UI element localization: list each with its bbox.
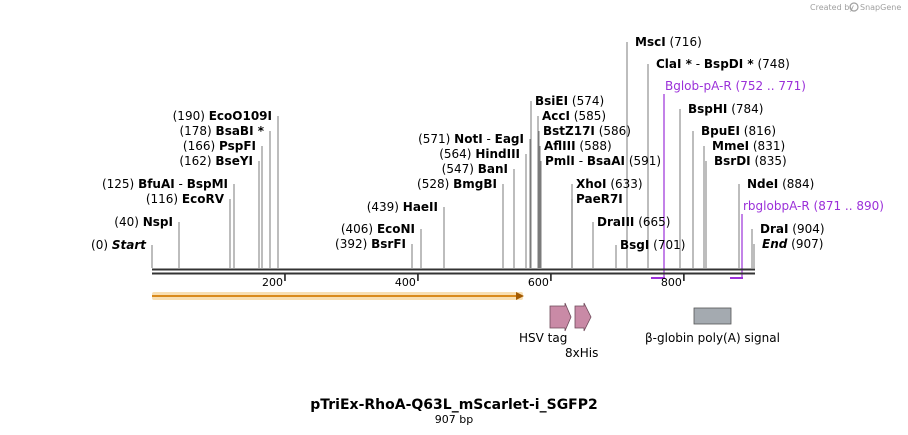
- orf-arrow: [152, 292, 524, 300]
- site-label: PaeR7I: [576, 192, 623, 206]
- site-label: BpuEI (816): [701, 124, 776, 138]
- site-label: (564) HindIII: [439, 147, 520, 161]
- site-label: BstZ17I (586): [543, 124, 631, 138]
- site-label: DraIII (665): [597, 215, 670, 229]
- feature-beta-globin-polya: β-globin poly(A) signal: [645, 307, 780, 345]
- tick-label: 400: [395, 276, 416, 289]
- site-label: (528) BmgBI: [417, 177, 497, 191]
- site-label: End (907): [762, 237, 823, 251]
- credit-label: Created by: [810, 3, 854, 12]
- tick-label: 200: [262, 276, 283, 289]
- site-label: BsiEI (574): [535, 94, 604, 108]
- site-label: (406) EcoNI: [341, 222, 415, 236]
- primer-marks: [651, 94, 743, 279]
- site-label: (190) EcoO109I: [173, 109, 272, 123]
- site-label: BsgI (701): [620, 238, 685, 252]
- feature-hsv-tag: HSV tag: [519, 302, 572, 345]
- site-label: XhoI (633): [576, 177, 643, 191]
- site-label: (392) BsrFI: [335, 237, 406, 251]
- site-label: AflIII (588): [544, 139, 612, 153]
- tick-label: 800: [661, 276, 682, 289]
- site-label: PmlI - BsaAI (591): [545, 154, 661, 168]
- primer-label: Bglob-pA-R (752 .. 771): [665, 79, 806, 93]
- site-label: (166) PspFI: [183, 139, 256, 153]
- site-label: MscI (716): [635, 35, 702, 49]
- plasmid-length: 907 bp: [435, 413, 473, 426]
- feature-label: 8xHis: [565, 346, 598, 360]
- site-label: (439) HaeII: [367, 200, 438, 214]
- site-label: DraI (904): [760, 222, 825, 236]
- tick-label: 600: [528, 276, 549, 289]
- site-label: (571) NotI - EagI: [418, 132, 524, 146]
- site-label: ClaI * - BspDI * (748): [656, 57, 790, 71]
- site-label: MmeI (831): [712, 139, 785, 153]
- feature-8xhis: 8xHis: [565, 302, 598, 360]
- site-labels: (0) Start (40) NspI (116) EcoRV(125) BfuAI…: [91, 35, 825, 252]
- site-label: BspHI (784): [688, 102, 763, 116]
- site-label: (40) NspI: [114, 215, 173, 229]
- site-label: (0) Start: [91, 238, 147, 252]
- primer-labels: Bglob-pA-R (752 .. 771) rbglobpA-R (871 .…: [665, 79, 884, 213]
- site-label: (116) EcoRV: [146, 192, 225, 206]
- scale-ticks: 200 400 600 800: [262, 274, 685, 289]
- site-label: (178) BsaBI *: [179, 124, 264, 138]
- backbone: [152, 268, 755, 275]
- feature-label: β-globin poly(A) signal: [645, 331, 780, 345]
- plasmid-name: pTriEx-RhoA-Q63L_mScarlet-i_SGFP2: [310, 397, 598, 413]
- svg-text:SnapGene: SnapGene: [860, 3, 901, 12]
- site-label: BsrDI (835): [714, 154, 787, 168]
- site-label: NdeI (884): [747, 177, 814, 191]
- feature-label: HSV tag: [519, 331, 567, 345]
- snapgene-logo: SnapGene: [849, 2, 901, 12]
- site-lines: [151, 42, 755, 268]
- site-label: (125) BfuAI - BspMI: [102, 177, 228, 191]
- site-label: (162) BseYI: [179, 154, 253, 168]
- site-label: AccI (585): [542, 109, 606, 123]
- primer-label: rbglobpA-R (871 .. 890): [743, 199, 884, 213]
- site-label: (547) BanI: [442, 162, 508, 176]
